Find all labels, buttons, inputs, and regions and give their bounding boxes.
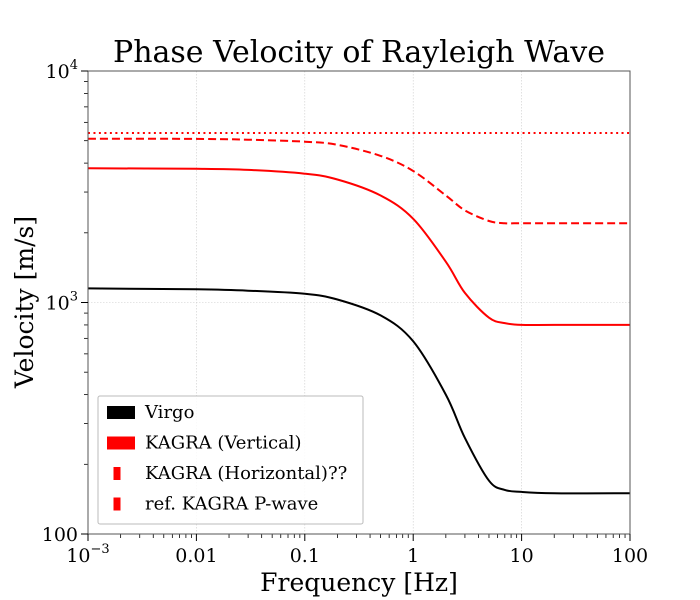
x-tick-label-base: 10 xyxy=(510,545,534,567)
series-line-3 xyxy=(87,137,630,225)
x-tick-label-base: 0.01 xyxy=(175,545,217,567)
x-tick-label: 0.01 xyxy=(175,545,217,567)
x-tick-label: 10 xyxy=(510,545,534,567)
y-tick-label-base: 10 xyxy=(46,61,70,83)
legend-label-2: KAGRA (Vertical) xyxy=(145,433,302,454)
x-axis-label: Frequency [Hz] xyxy=(260,568,458,597)
series-line-2 xyxy=(87,167,630,327)
y-tick-label: 100 xyxy=(42,524,78,546)
y-tick-label-base: 10 xyxy=(46,293,70,315)
legend-label-4: ref. KAGRA P-wave xyxy=(145,494,318,515)
x-tick-label-exponent: −3 xyxy=(91,542,110,557)
legend: Virgo KAGRA (Vertical) KAGRA (Horizontal)?… xyxy=(97,395,364,525)
x-tick-label: 1 xyxy=(407,545,419,567)
x-tick-label: 10−3 xyxy=(66,542,109,567)
legend-swatch-2 xyxy=(107,436,135,450)
series-layer xyxy=(87,131,631,495)
series-line-1 xyxy=(87,287,631,495)
chart-title: Phase Velocity of Rayleigh Wave xyxy=(113,35,605,70)
y-tick-label-exponent: 3 xyxy=(70,290,78,305)
legend-frame xyxy=(97,395,364,525)
y-tick-label-base: 100 xyxy=(42,524,78,546)
legend-label-1: Virgo xyxy=(144,402,194,423)
y-tick-label: 104 xyxy=(46,58,78,83)
y-tick-label-exponent: 4 xyxy=(70,58,78,73)
legend-label-3: KAGRA (Horizontal)?? xyxy=(145,463,347,484)
legend-swatch-4 xyxy=(113,497,121,511)
y-axis-label: Velocity [m/s] xyxy=(10,216,39,389)
y-tick-label: 103 xyxy=(46,290,78,315)
legend-swatch-3 xyxy=(113,467,121,480)
x-tick-label: 0.1 xyxy=(290,545,320,567)
x-tick-label-base: 10 xyxy=(66,545,90,567)
x-tick-label-base: 0.1 xyxy=(290,545,320,567)
legend-swatch-1 xyxy=(107,406,135,419)
x-tick-label-base: 1 xyxy=(407,545,419,567)
minor-ticks xyxy=(84,81,626,538)
x-tick-label: 100 xyxy=(612,545,648,567)
x-tick-label-base: 100 xyxy=(612,545,648,567)
